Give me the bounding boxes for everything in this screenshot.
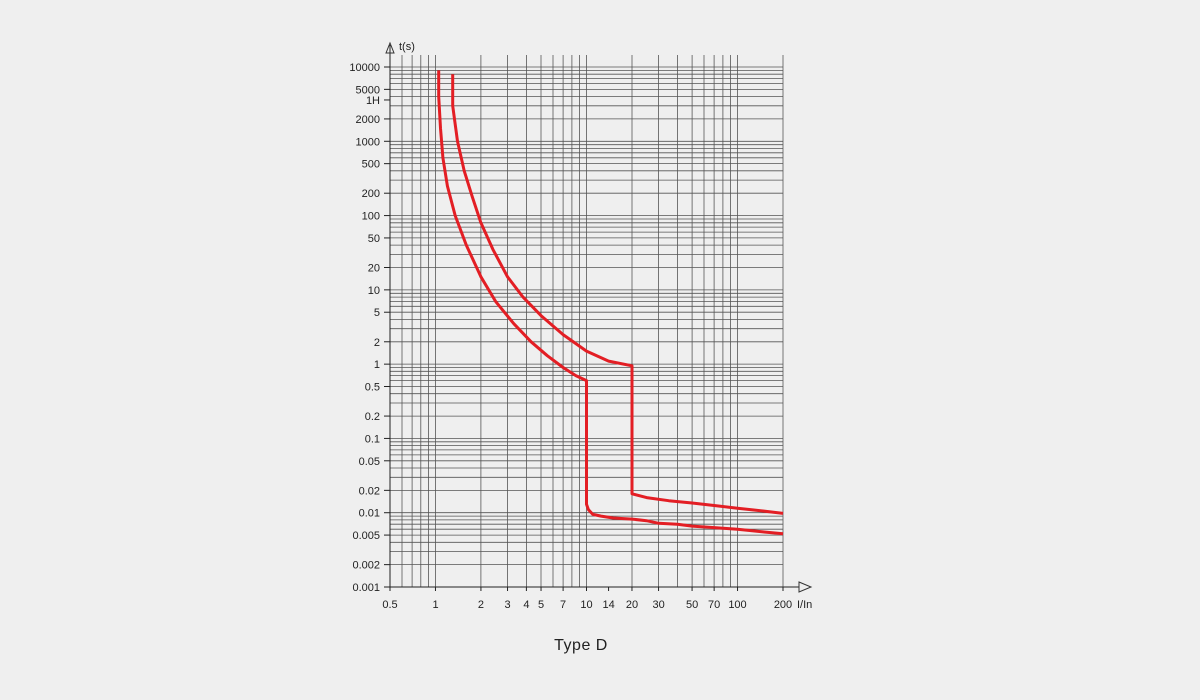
y-tick-label: 0.01 (359, 508, 380, 520)
x-tick-label: 0.5 (382, 599, 397, 611)
y-tick-label: 10000 (349, 62, 380, 74)
x-tick-label: 100 (728, 599, 746, 611)
y-tick-label: 100 (362, 211, 380, 223)
x-tick-label: 4 (523, 599, 529, 611)
y-tick-label: 5000 (356, 84, 380, 96)
upper-trip-curve (451, 74, 784, 515)
lower-trip-curve (437, 70, 784, 536)
y-tick-label: 0.05 (359, 456, 380, 468)
y-tick-label: 1 (374, 359, 380, 371)
y-tick-label: 1000 (356, 136, 380, 148)
x-tick-label: 200 (774, 599, 792, 611)
x-tick-label: 20 (626, 599, 638, 611)
x-tick-label: 1 (432, 599, 438, 611)
y-tick-label: 5 (374, 307, 380, 319)
y-tick-label: 0.02 (359, 485, 380, 497)
y-tick-label: 0.5 (365, 382, 380, 394)
x-tick-label: 3 (504, 599, 510, 611)
x-axis-arrow (798, 581, 813, 593)
y-tick-label: 10 (368, 285, 380, 297)
y-tick-label: 2 (374, 337, 380, 349)
y-tick-label: 0.2 (365, 411, 380, 423)
y-tick-label: 0.001 (352, 582, 380, 594)
y-tick-label: 50 (368, 233, 380, 245)
y-tick-label: 20 (368, 263, 380, 275)
x-tick-labels: 0.5 1 2 3 4 5 7 10 14 20 30 50 70 100 200 (382, 587, 792, 611)
chart-title: Type D (554, 637, 608, 654)
y-axis-arrow (385, 41, 395, 54)
y-tick-label: 0.005 (352, 530, 380, 542)
y-tick-label: 0.002 (352, 560, 380, 572)
y-tick-labels: 0.001 0.002 0.005 0.01 0.02 0.05 0.1 0.2 0.5 1 2 5 1… (349, 62, 390, 594)
grid (390, 55, 784, 587)
y-tick-label: 200 (362, 188, 380, 200)
axes: t(s) I/In (385, 41, 813, 611)
x-tick-label: 14 (602, 599, 614, 611)
x-tick-label: 5 (538, 599, 544, 611)
x-tick-label: 7 (560, 599, 566, 611)
y-tick-label: 2000 (356, 114, 380, 126)
x-tick-label: 2 (478, 599, 484, 611)
y-tick-label: 1H (366, 95, 380, 107)
x-tick-label: 50 (686, 599, 698, 611)
y-tick-label: 500 (362, 159, 380, 171)
x-tick-label: 10 (580, 599, 592, 611)
x-tick-label: 30 (652, 599, 664, 611)
y-axis-label: t(s) (399, 41, 415, 53)
curves (437, 70, 784, 536)
x-tick-label: 70 (708, 599, 720, 611)
y-tick-label: 0.1 (365, 433, 380, 445)
x-axis-label: I/In (797, 599, 812, 611)
